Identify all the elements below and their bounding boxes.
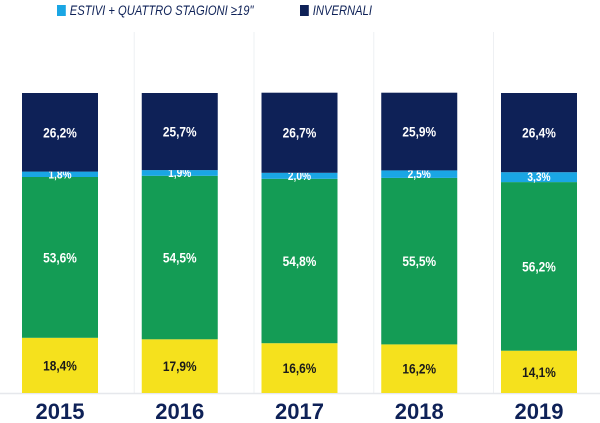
legend-label: ESTIVI + QUATTRO STAGIONI ≥19" <box>69 2 254 18</box>
legend: ESTIVI + QUATTRO STAGIONI ≥19" INVERNALI <box>0 0 600 24</box>
legend-swatch <box>57 4 66 16</box>
data-label: 18,4% <box>43 357 77 373</box>
bar-segment <box>141 175 218 340</box>
data-label: 26,7% <box>283 125 317 141</box>
data-label: 25,9% <box>402 124 436 140</box>
data-label: 17,9% <box>163 358 197 374</box>
bar-segment <box>22 93 98 172</box>
legend-swatch <box>300 4 309 16</box>
bar-segment <box>22 171 98 177</box>
bar-segment <box>501 93 577 173</box>
bar-segment <box>261 178 338 344</box>
data-label: 3,3% <box>527 171 550 184</box>
bar-segment <box>261 172 338 179</box>
bar-segment <box>381 92 458 171</box>
bar-segment <box>261 343 338 393</box>
data-label: 2,0% <box>288 170 311 183</box>
data-label: 2,5% <box>408 168 431 181</box>
bar-segment <box>501 182 577 351</box>
bar-segment <box>381 177 458 345</box>
data-label: 54,8% <box>283 253 317 269</box>
data-label: 26,2% <box>43 124 77 140</box>
data-label: 1,8% <box>48 169 71 182</box>
bar-segment <box>141 170 218 176</box>
legend-item-estivi: ESTIVI + QUATTRO STAGIONI ≥19" <box>57 2 253 18</box>
data-label: 16,6% <box>283 360 317 376</box>
x-tick-label: 2015 <box>36 399 85 423</box>
x-tick-label: 2019 <box>515 399 564 423</box>
bar-segment <box>501 172 577 183</box>
x-tick-label: 2016 <box>155 399 204 423</box>
data-label: 26,4% <box>522 125 556 141</box>
bar-segment <box>261 92 338 173</box>
bar-segment <box>22 337 98 393</box>
bar-segment <box>22 177 98 338</box>
data-label: 55,5% <box>402 253 436 269</box>
x-tick-label: 2018 <box>395 399 444 423</box>
data-label: 1,9% <box>168 167 191 180</box>
x-tick-label: 2017 <box>275 399 324 423</box>
data-label: 53,6% <box>43 249 77 265</box>
legend-label: INVERNALI <box>312 2 372 18</box>
bar-segment <box>381 344 458 393</box>
data-label: 25,7% <box>163 124 197 140</box>
bar-segment <box>501 350 577 393</box>
data-label: 16,2% <box>402 361 436 377</box>
bar-segment <box>381 170 458 178</box>
data-label: 56,2% <box>522 258 556 274</box>
data-label: 14,1% <box>522 364 556 380</box>
data-label: 54,5% <box>163 250 197 266</box>
bar-segment <box>141 339 218 393</box>
legend-item-invernali: INVERNALI <box>300 2 372 18</box>
bar-segment <box>141 93 218 171</box>
